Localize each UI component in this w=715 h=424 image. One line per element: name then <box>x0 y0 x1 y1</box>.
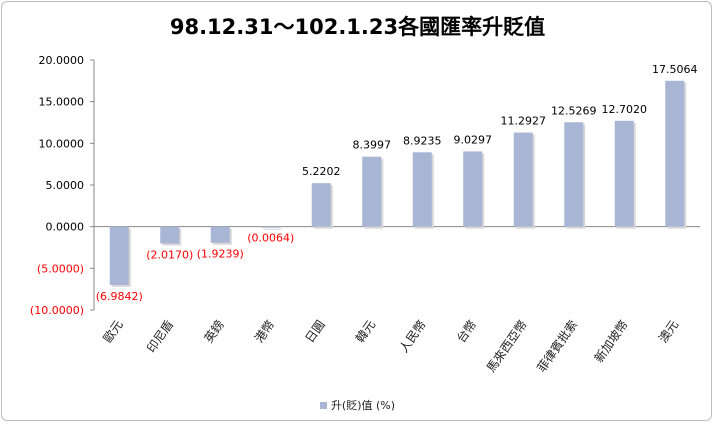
data-label: 12.7020 <box>602 103 648 116</box>
x-tick-label: 印尼盾 <box>144 318 176 356</box>
bar <box>109 226 129 285</box>
x-tick-label: 菲律賓批索 <box>533 317 580 375</box>
bars <box>109 80 687 287</box>
bar <box>362 156 382 227</box>
bar <box>210 226 230 243</box>
x-tick-label: 日圓 <box>302 318 327 346</box>
x-tick-label: 港幣 <box>252 318 277 346</box>
y-tick-label: 0.0000 <box>46 221 85 234</box>
data-label: (0.0064) <box>247 232 294 245</box>
x-tick-label: 馬來西亞幣 <box>484 318 530 375</box>
x-tick-label: 韓元 <box>353 318 378 346</box>
x-tick-label: 台幣 <box>453 317 479 345</box>
x-tick-label: 澳元 <box>656 318 681 346</box>
bar <box>614 120 634 227</box>
data-label: 8.9235 <box>403 134 442 147</box>
data-label: (1.9239) <box>197 248 244 261</box>
data-label: 9.0297 <box>454 133 493 146</box>
x-tick-label: 新加坡幣 <box>591 317 631 365</box>
y-tick-label: (5.0000) <box>37 262 84 275</box>
data-label: 17.5064 <box>652 63 698 76</box>
y-axis-ticks: 20.0000 15.0000 10.0000 5.0000 0.0000 (5.0000… <box>30 54 94 317</box>
y-tick-label: 20.0000 <box>39 54 85 67</box>
x-tick-label: 人民幣 <box>397 318 429 356</box>
legend-swatch <box>319 401 327 409</box>
bar <box>463 151 483 227</box>
bar <box>564 122 584 227</box>
data-labels: (6.9842) (2.0170) (1.9239)(0.0064) 5.2202 8.… <box>96 63 698 303</box>
data-label: 8.3997 <box>353 139 392 152</box>
bar <box>160 226 180 244</box>
data-label: 12.5269 <box>551 104 597 117</box>
legend-label: 升(貶)值 (%) <box>330 399 396 412</box>
legend: 升(貶)值 (%) <box>0 397 715 413</box>
y-tick-label: 5.0000 <box>46 179 85 192</box>
x-tick-label: 英鎊 <box>201 317 227 345</box>
x-tick-label: 歐元 <box>100 317 126 345</box>
chart-axes <box>93 60 700 310</box>
chart-title: 98.12.31～102.1.23各國匯率升貶值 <box>169 15 546 39</box>
y-tick-label: (10.0000) <box>30 304 84 317</box>
data-label: 5.2202 <box>302 165 341 178</box>
x-axis-ticks: 歐元 印尼盾 英鎊 港幣 日圓 韓元 人民幣 台幣 馬來西亞幣 菲律賓批索 新加坡幣 澳元 <box>100 317 682 375</box>
bar <box>412 152 432 227</box>
bar-shadow <box>263 228 283 230</box>
bar <box>311 183 331 227</box>
data-label: 11.2927 <box>501 115 547 128</box>
bar <box>261 226 281 228</box>
data-label: (6.9842) <box>96 290 143 303</box>
bar <box>665 80 685 227</box>
y-tick-label: 10.0000 <box>39 137 85 150</box>
bar <box>513 132 533 227</box>
y-tick-label: 15.0000 <box>39 96 85 109</box>
data-label: (2.0170) <box>146 248 193 261</box>
